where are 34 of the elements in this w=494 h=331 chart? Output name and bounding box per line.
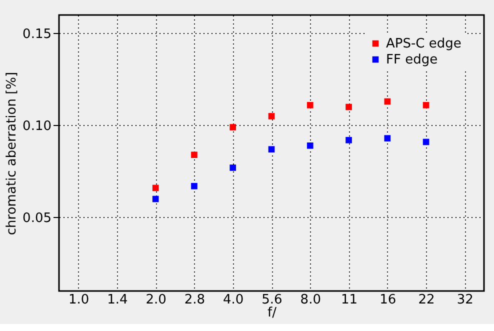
legend-label: APS-C edge	[386, 36, 462, 52]
legend-label: FF edge	[386, 52, 438, 68]
x-tick-label: 11	[341, 292, 358, 308]
x-tick-label: 4.0	[223, 292, 244, 308]
y-tick-label: 0.15	[22, 26, 52, 42]
y-tick-label: 0.10	[22, 118, 52, 134]
x-tick-label: 22	[418, 292, 435, 308]
x-tick-label: 2.0	[146, 292, 166, 308]
point	[191, 152, 198, 158]
x-tick-label: 5.6	[262, 292, 282, 308]
x-tick-label: 2.8	[184, 292, 206, 308]
point	[230, 164, 236, 171]
point	[346, 136, 352, 144]
point	[230, 124, 236, 130]
y-axis-title: chromatic aberration [%]	[4, 72, 20, 236]
x-axis-title: f/	[268, 306, 278, 320]
point	[384, 98, 391, 105]
point	[268, 146, 275, 152]
point	[346, 104, 352, 110]
x-tick-label: 1.0	[68, 292, 90, 308]
point	[268, 113, 275, 120]
point	[306, 142, 314, 149]
x-tick-label: 1.4	[107, 292, 128, 308]
point	[152, 184, 159, 192]
point	[422, 102, 430, 108]
point	[384, 135, 391, 142]
x-tick-label: 32	[456, 292, 474, 308]
point	[422, 138, 430, 146]
x-tick-label: 16	[380, 292, 396, 308]
point	[306, 102, 314, 108]
x-tick-label: 8.0	[300, 292, 321, 308]
point	[152, 196, 159, 202]
point	[191, 182, 198, 190]
y-tick-label: 0.05	[22, 210, 52, 226]
